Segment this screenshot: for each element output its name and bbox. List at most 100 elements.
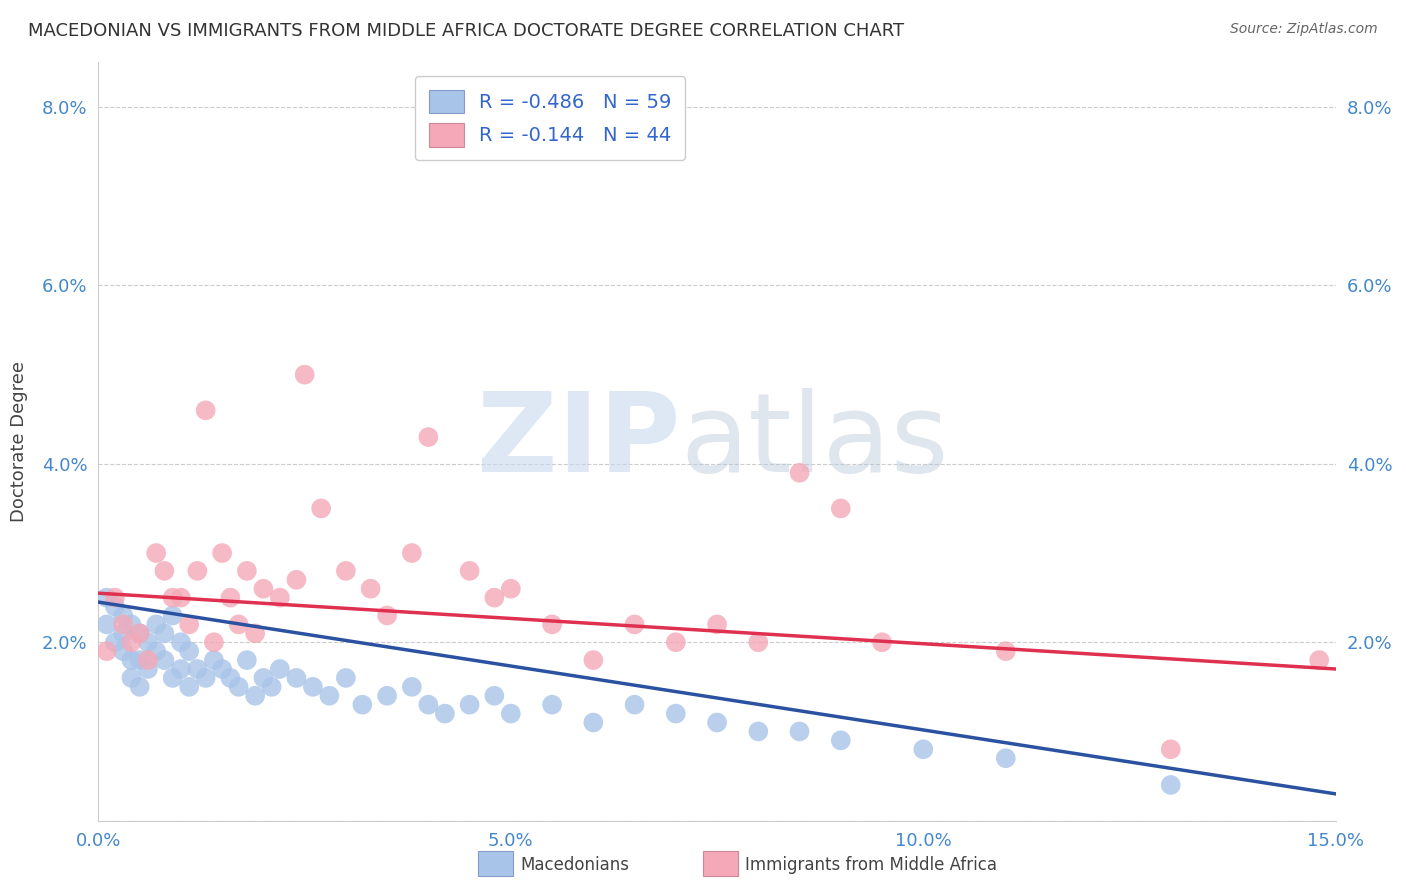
Point	[96, 591, 118, 605]
Text: Macedonians: Macedonians	[520, 856, 630, 874]
Point	[499, 706, 522, 721]
Point	[418, 698, 440, 712]
Point	[269, 662, 291, 676]
Point	[302, 680, 325, 694]
Text: Immigrants from Middle Africa: Immigrants from Middle Africa	[745, 856, 997, 874]
Point	[665, 706, 688, 721]
Point	[194, 671, 217, 685]
Point	[269, 591, 291, 605]
Point	[104, 591, 127, 605]
Point	[484, 591, 506, 605]
Point	[120, 671, 142, 685]
Point	[128, 626, 150, 640]
Point	[1160, 742, 1182, 756]
Point	[186, 564, 208, 578]
Point	[211, 546, 233, 560]
Bar	[703, 851, 738, 876]
Point	[335, 564, 357, 578]
Point	[582, 653, 605, 667]
Point	[830, 501, 852, 516]
Point	[665, 635, 688, 649]
Point	[162, 608, 184, 623]
Point	[153, 626, 176, 640]
Point	[318, 689, 340, 703]
Point	[120, 635, 142, 649]
Point	[179, 680, 201, 694]
Point	[285, 573, 308, 587]
Point	[309, 501, 332, 516]
Point	[128, 680, 150, 694]
Point	[120, 653, 142, 667]
Point	[179, 617, 201, 632]
Point	[623, 617, 645, 632]
Point	[747, 635, 769, 649]
Point	[499, 582, 522, 596]
Point	[706, 617, 728, 632]
Point	[153, 564, 176, 578]
Point	[541, 698, 564, 712]
Point	[335, 671, 357, 685]
Point	[285, 671, 308, 685]
Legend: R = -0.486   N = 59, R = -0.144   N = 44: R = -0.486 N = 59, R = -0.144 N = 44	[415, 76, 685, 161]
Point	[228, 680, 250, 694]
Point	[401, 680, 423, 694]
Point	[243, 689, 266, 703]
Point	[789, 466, 811, 480]
Point	[994, 751, 1017, 765]
Text: MACEDONIAN VS IMMIGRANTS FROM MIDDLE AFRICA DOCTORATE DEGREE CORRELATION CHART: MACEDONIAN VS IMMIGRANTS FROM MIDDLE AFR…	[28, 22, 904, 40]
Point	[623, 698, 645, 712]
Point	[706, 715, 728, 730]
Point	[458, 698, 481, 712]
Point	[136, 662, 159, 676]
Point	[1308, 653, 1330, 667]
Text: Source: ZipAtlas.com: Source: ZipAtlas.com	[1230, 22, 1378, 37]
Point	[96, 617, 118, 632]
Point	[162, 591, 184, 605]
Text: atlas: atlas	[681, 388, 949, 495]
Point	[252, 671, 274, 685]
Point	[747, 724, 769, 739]
Point	[104, 599, 127, 614]
Point	[120, 617, 142, 632]
Point	[96, 644, 118, 658]
Point	[179, 644, 201, 658]
Point	[145, 617, 167, 632]
Point	[228, 617, 250, 632]
Point	[541, 617, 564, 632]
Point	[484, 689, 506, 703]
Point	[375, 689, 398, 703]
Point	[112, 617, 135, 632]
Point	[170, 662, 193, 676]
Point	[458, 564, 481, 578]
Point	[153, 653, 176, 667]
Point	[375, 608, 398, 623]
Point	[136, 635, 159, 649]
Point	[219, 591, 242, 605]
Point	[912, 742, 935, 756]
Point	[145, 644, 167, 658]
Point	[170, 635, 193, 649]
Point	[162, 671, 184, 685]
Point	[994, 644, 1017, 658]
Point	[186, 662, 208, 676]
Point	[145, 546, 167, 560]
Point	[194, 403, 217, 417]
Point	[260, 680, 283, 694]
Point	[211, 662, 233, 676]
Point	[433, 706, 456, 721]
Point	[830, 733, 852, 747]
Point	[236, 653, 259, 667]
Point	[243, 626, 266, 640]
Point	[870, 635, 893, 649]
Point	[112, 644, 135, 658]
Point	[252, 582, 274, 596]
Point	[418, 430, 440, 444]
Point	[582, 715, 605, 730]
Point	[219, 671, 242, 685]
Point	[202, 635, 225, 649]
Point	[202, 653, 225, 667]
Point	[789, 724, 811, 739]
Text: ZIP: ZIP	[477, 388, 681, 495]
Point	[112, 608, 135, 623]
Point	[112, 626, 135, 640]
